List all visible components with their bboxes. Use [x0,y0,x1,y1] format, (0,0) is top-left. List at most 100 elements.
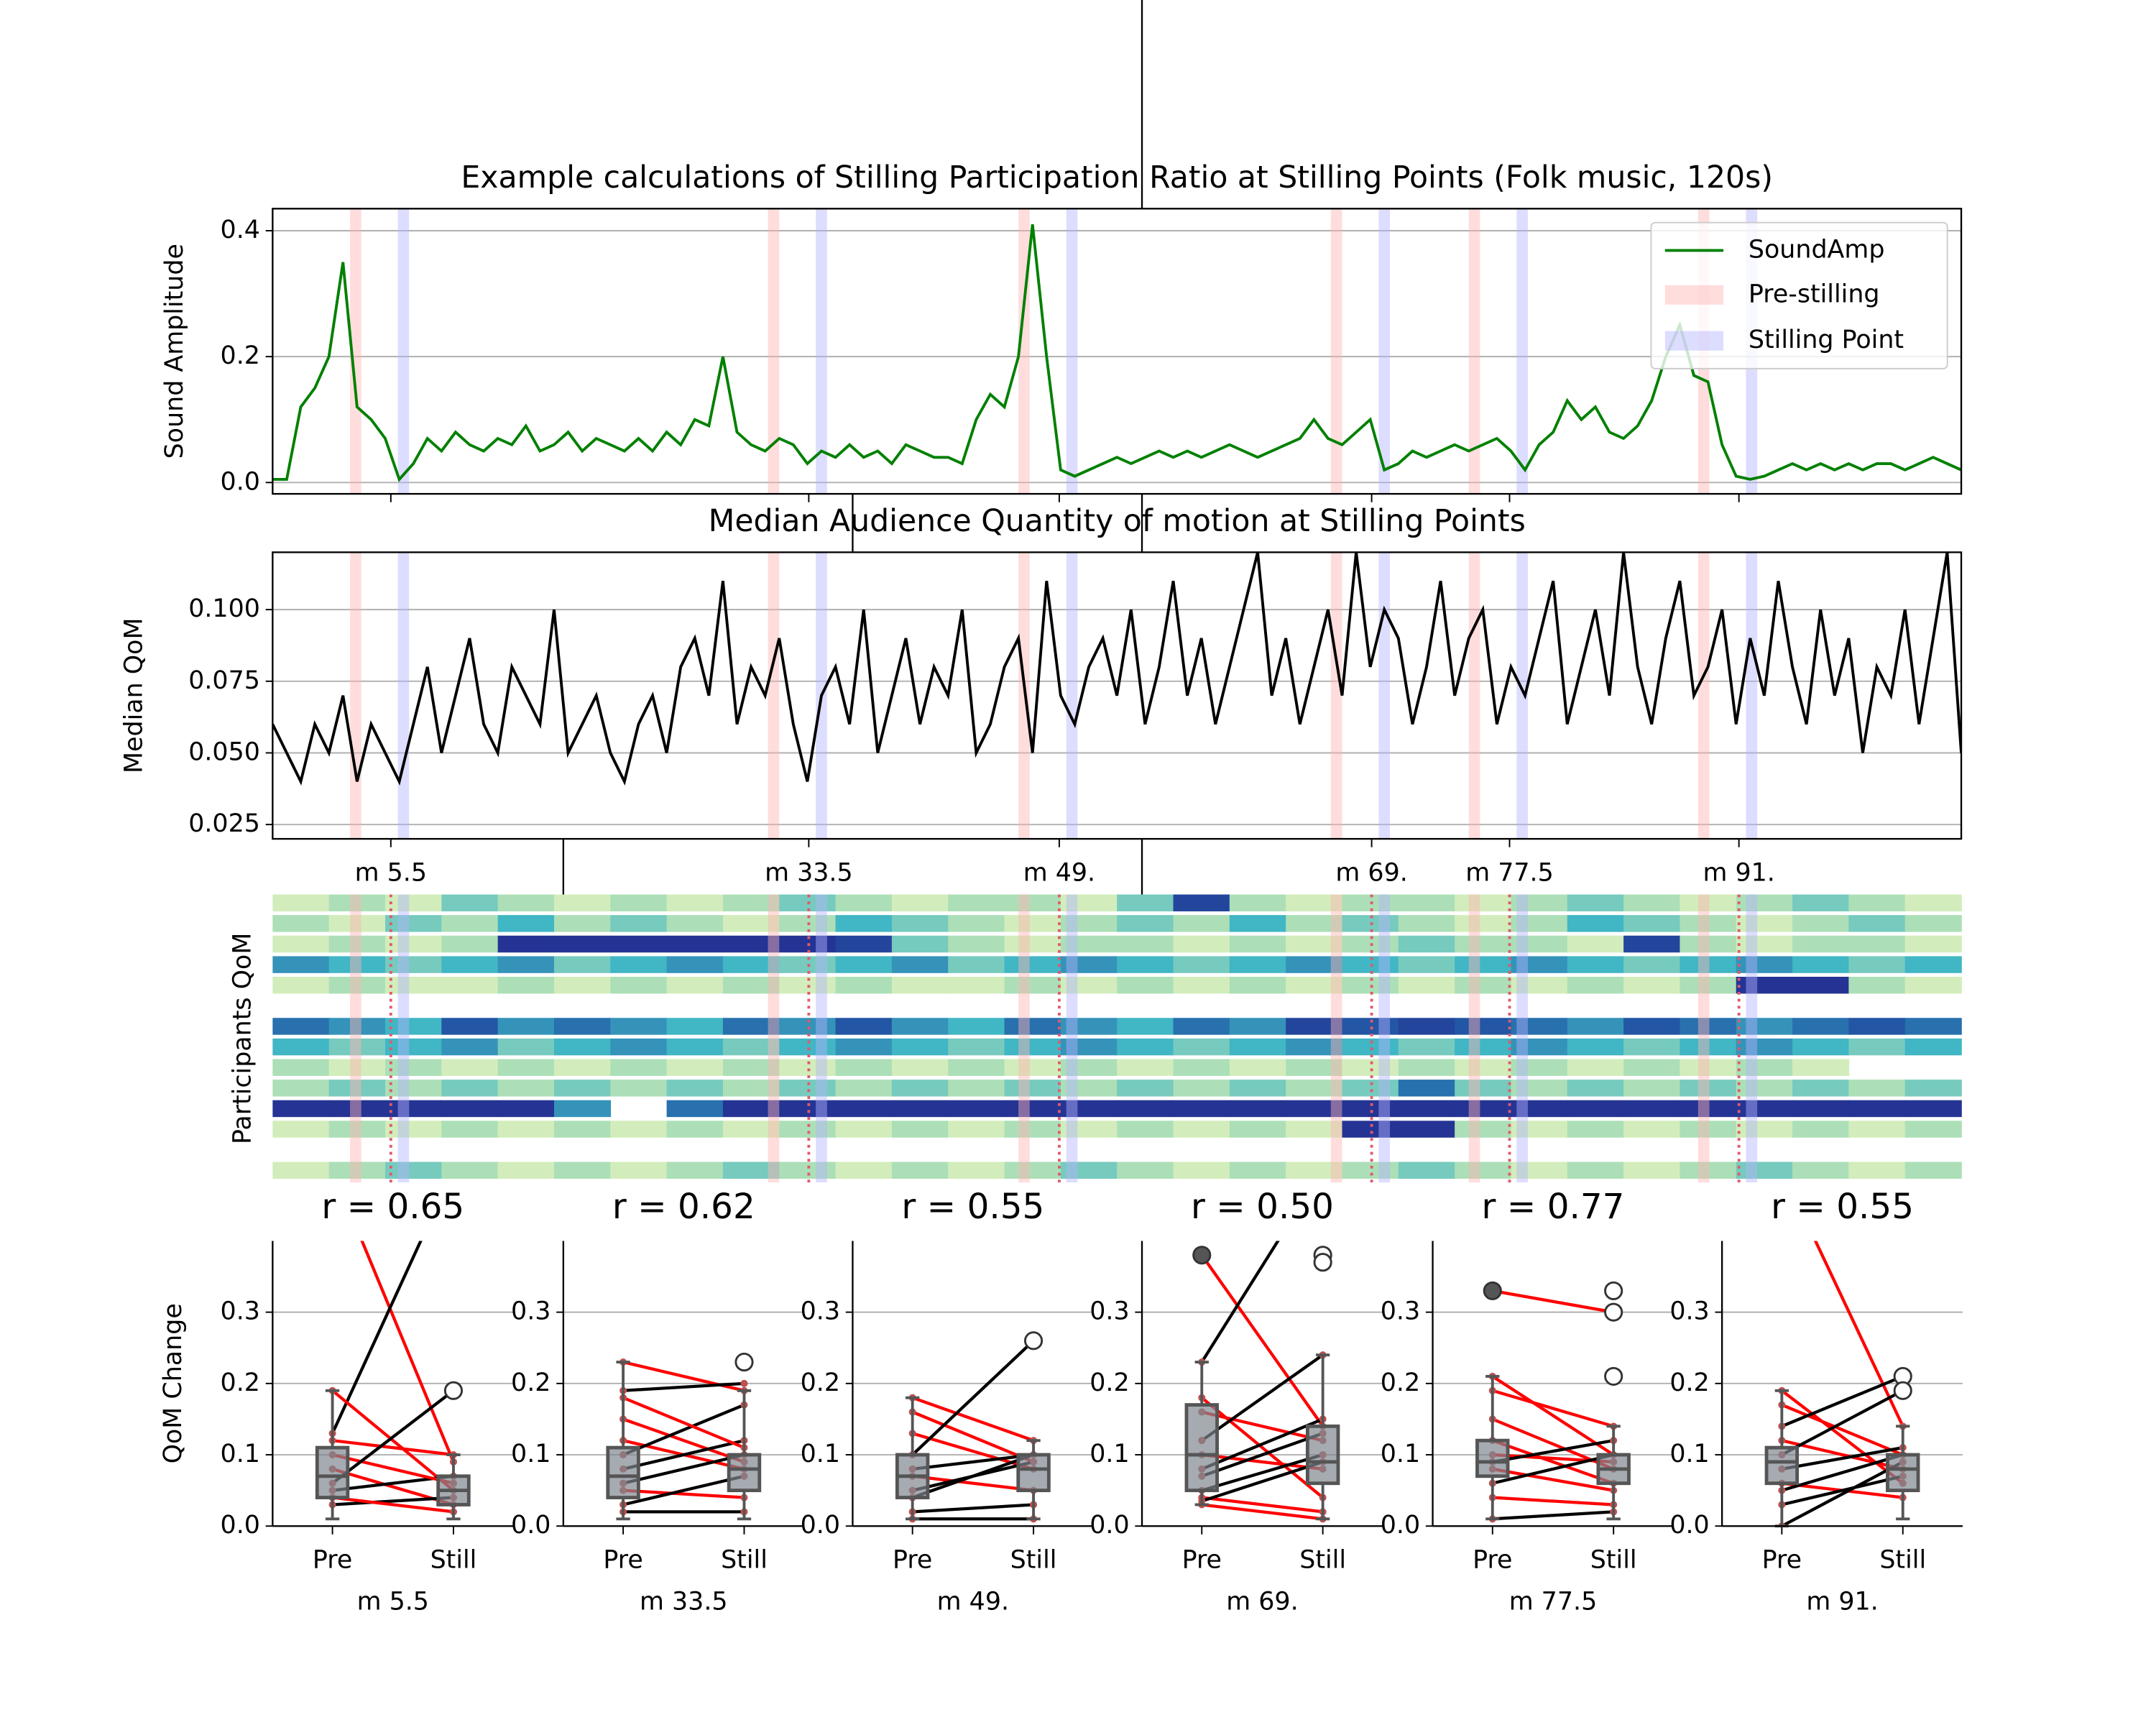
flier [1604,1302,1623,1322]
x-axis-label: m 69. [1226,1588,1298,1616]
y-tick-label: 0.2 [221,341,260,370]
heat-cell [1173,935,1230,953]
heat-cell [1848,1162,1906,1179]
heat-cell [1455,976,1512,994]
heat-cell [722,894,780,911]
pair-line [622,1381,745,1392]
heat-cell [1398,1038,1455,1056]
legend-label: SoundAmp [1749,235,1885,264]
heat-cell [1004,894,1061,911]
heat-cell [1792,976,1850,994]
heat-cell [1117,976,1174,994]
heat-cell [722,935,780,953]
heat-cell [1229,1018,1286,1035]
heat-cell [1060,935,1118,953]
pair-line [1201,1460,1324,1503]
heat-cell [666,1121,724,1138]
heat-cell [1736,1162,1793,1179]
heat-cell [1904,1038,1962,1056]
heat-cell [722,1059,780,1076]
heat-cell [272,956,330,973]
heat-cell [722,1100,780,1118]
heat-cell [835,915,893,932]
heat-cell [272,1059,330,1076]
pair-line [1200,1397,1324,1499]
heat-cell [610,1121,668,1138]
legend-swatch [1664,331,1724,351]
heat-cell [328,1018,386,1035]
heat-cell [666,915,724,932]
heat-cell [497,935,555,953]
heat-cell [891,935,949,953]
heat-cell [1736,1038,1793,1056]
heat-cell [1623,935,1681,953]
heat-cell [1173,956,1230,973]
y-axis-label: QoM Change [159,1303,188,1463]
y-tick-label: 0.1 [1381,1440,1420,1468]
heat-cell [1792,935,1850,953]
y-tick-label: 0.2 [511,1368,550,1397]
heat-cell [497,1121,555,1138]
heat-cell [1567,976,1624,994]
heat-cell [948,976,1005,994]
heat-cell [1848,935,1906,953]
heat-cell [1792,1121,1850,1138]
heat-cell [1736,1018,1793,1035]
y-tick-label: 0.3 [1381,1297,1420,1326]
subplot-title: r = 0.55 [901,1187,1044,1227]
x-axis-label: m 91. [1806,1588,1878,1616]
heat-cell [1623,894,1681,911]
pair-line [1781,1389,1904,1456]
y-tick-label: 0.2 [1669,1368,1709,1397]
y-axis-label: Median QoM [120,617,149,773]
flier [1024,1331,1044,1351]
band [350,208,361,494]
heat-cell [1511,956,1568,973]
heat-cell [835,935,893,953]
heat-cell [1511,1059,1568,1076]
heat-cell [1286,976,1343,994]
heat-cell [891,915,949,932]
band [1516,208,1528,494]
heat-cell [948,1080,1005,1097]
heat-cell [553,956,612,973]
heat-cell [1736,1059,1793,1076]
heat-cell [835,1038,893,1056]
y-tick-label: 0.3 [801,1297,840,1326]
band [1378,894,1391,1183]
heat-cell [272,1121,330,1138]
heat-cell [1680,915,1737,932]
band [1330,894,1342,1183]
pair-line [1492,1496,1614,1506]
heat-cell [1567,1100,1624,1118]
pair-line [622,1439,745,1471]
heat-cell [1004,1018,1061,1035]
heat-cell [1511,935,1568,953]
heat-cell [1286,1059,1343,1076]
heat-cell [1173,1018,1230,1035]
box [1764,1445,1800,1486]
heat-cell [1286,1121,1343,1138]
heat-cell [328,976,386,994]
x-axis-label: m 5.5 [357,1588,429,1616]
pair-line [1781,1446,1904,1471]
heat-cell [1455,1059,1512,1076]
y-tick-label: 0.0 [1381,1511,1420,1540]
heat-cell [835,1162,893,1179]
pair-line [622,1417,745,1463]
y-tick-label: 0.2 [221,1368,260,1397]
heat-cell [441,1162,499,1179]
pair-line [331,1389,455,1492]
band [1468,208,1480,494]
heat-cell [835,894,893,911]
heat-cell [1060,1018,1118,1035]
heat-cell [1117,1018,1174,1035]
heat-cell [1623,915,1681,932]
heat-cell [1173,1162,1230,1179]
heat-cell [1455,935,1512,953]
heat-cell [948,956,1005,973]
subplot-title: r = 0.77 [1482,1187,1625,1227]
heat-cell [1455,1038,1512,1056]
heat-cell [1511,1018,1568,1035]
pair-line [1781,1403,1904,1457]
